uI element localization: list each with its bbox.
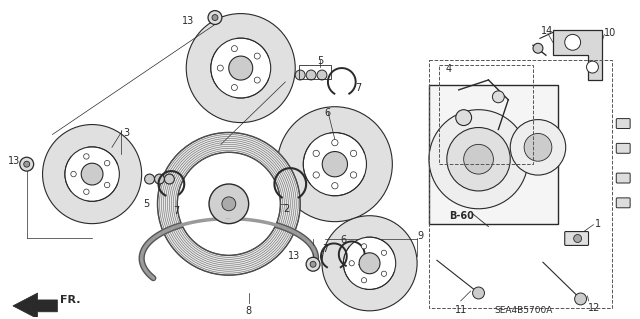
Circle shape bbox=[164, 174, 174, 184]
Circle shape bbox=[575, 293, 586, 305]
Circle shape bbox=[349, 261, 355, 266]
Circle shape bbox=[43, 124, 141, 224]
Circle shape bbox=[447, 128, 510, 191]
Text: 4: 4 bbox=[446, 64, 452, 74]
FancyBboxPatch shape bbox=[616, 143, 630, 153]
Circle shape bbox=[313, 172, 319, 178]
Text: 1: 1 bbox=[595, 219, 600, 229]
Text: 9: 9 bbox=[417, 231, 423, 241]
Circle shape bbox=[322, 216, 417, 311]
Text: 5: 5 bbox=[317, 56, 323, 66]
Text: 2: 2 bbox=[284, 204, 289, 214]
Text: 14: 14 bbox=[541, 26, 553, 36]
Text: 7: 7 bbox=[356, 83, 362, 93]
Circle shape bbox=[313, 150, 319, 157]
Circle shape bbox=[524, 133, 552, 161]
FancyBboxPatch shape bbox=[616, 119, 630, 129]
FancyBboxPatch shape bbox=[616, 173, 630, 183]
Circle shape bbox=[303, 133, 367, 196]
Circle shape bbox=[362, 278, 367, 283]
Text: 11: 11 bbox=[454, 305, 467, 315]
Text: 13: 13 bbox=[8, 156, 20, 166]
Text: 6: 6 bbox=[324, 108, 330, 118]
Circle shape bbox=[359, 253, 380, 274]
FancyBboxPatch shape bbox=[429, 85, 558, 224]
Circle shape bbox=[20, 157, 34, 171]
Circle shape bbox=[209, 184, 249, 224]
Circle shape bbox=[472, 287, 484, 299]
Circle shape bbox=[186, 14, 295, 122]
Circle shape bbox=[310, 261, 316, 267]
Text: 7: 7 bbox=[322, 244, 328, 255]
Circle shape bbox=[362, 244, 367, 249]
Circle shape bbox=[317, 70, 327, 80]
FancyBboxPatch shape bbox=[564, 232, 589, 245]
Circle shape bbox=[232, 46, 237, 52]
Circle shape bbox=[306, 257, 320, 271]
Circle shape bbox=[332, 182, 338, 189]
Text: 12: 12 bbox=[588, 303, 600, 313]
Circle shape bbox=[573, 234, 582, 242]
Circle shape bbox=[71, 171, 76, 177]
Text: 6: 6 bbox=[340, 234, 347, 245]
Text: 13: 13 bbox=[288, 251, 300, 261]
Circle shape bbox=[510, 120, 566, 175]
Circle shape bbox=[211, 38, 271, 98]
Circle shape bbox=[533, 43, 543, 53]
Text: 3: 3 bbox=[123, 128, 129, 137]
Circle shape bbox=[350, 150, 356, 157]
Polygon shape bbox=[13, 293, 58, 319]
Circle shape bbox=[350, 172, 356, 178]
FancyBboxPatch shape bbox=[616, 198, 630, 208]
Circle shape bbox=[228, 56, 253, 80]
Circle shape bbox=[344, 237, 396, 289]
Circle shape bbox=[254, 53, 260, 59]
Circle shape bbox=[84, 189, 89, 195]
Circle shape bbox=[586, 61, 598, 73]
Circle shape bbox=[222, 197, 236, 211]
Circle shape bbox=[154, 174, 164, 184]
Circle shape bbox=[254, 77, 260, 83]
Circle shape bbox=[104, 182, 110, 188]
Text: 5: 5 bbox=[143, 199, 150, 209]
Circle shape bbox=[564, 34, 580, 50]
Text: FR.: FR. bbox=[60, 295, 81, 305]
Polygon shape bbox=[553, 30, 602, 80]
Circle shape bbox=[463, 145, 493, 174]
Circle shape bbox=[381, 271, 387, 276]
Circle shape bbox=[212, 15, 218, 20]
Circle shape bbox=[24, 161, 29, 167]
Circle shape bbox=[492, 91, 504, 103]
Circle shape bbox=[104, 160, 110, 166]
Circle shape bbox=[65, 147, 119, 201]
Circle shape bbox=[145, 174, 154, 184]
Circle shape bbox=[277, 107, 392, 222]
Circle shape bbox=[332, 139, 338, 146]
Circle shape bbox=[81, 163, 103, 185]
Text: SEA4B5700A: SEA4B5700A bbox=[494, 306, 552, 315]
Text: 10: 10 bbox=[604, 28, 616, 38]
Circle shape bbox=[381, 250, 387, 256]
Circle shape bbox=[232, 85, 237, 91]
Circle shape bbox=[84, 154, 89, 159]
Circle shape bbox=[157, 132, 300, 275]
Circle shape bbox=[306, 70, 316, 80]
Circle shape bbox=[322, 152, 348, 177]
Circle shape bbox=[218, 65, 223, 71]
Circle shape bbox=[208, 11, 222, 25]
Circle shape bbox=[177, 152, 280, 255]
Text: B-60: B-60 bbox=[449, 211, 474, 221]
Circle shape bbox=[456, 110, 472, 126]
Circle shape bbox=[429, 110, 528, 209]
Circle shape bbox=[295, 70, 305, 80]
Text: 8: 8 bbox=[246, 306, 252, 316]
Text: 13: 13 bbox=[182, 16, 194, 26]
Text: 7: 7 bbox=[173, 206, 180, 216]
